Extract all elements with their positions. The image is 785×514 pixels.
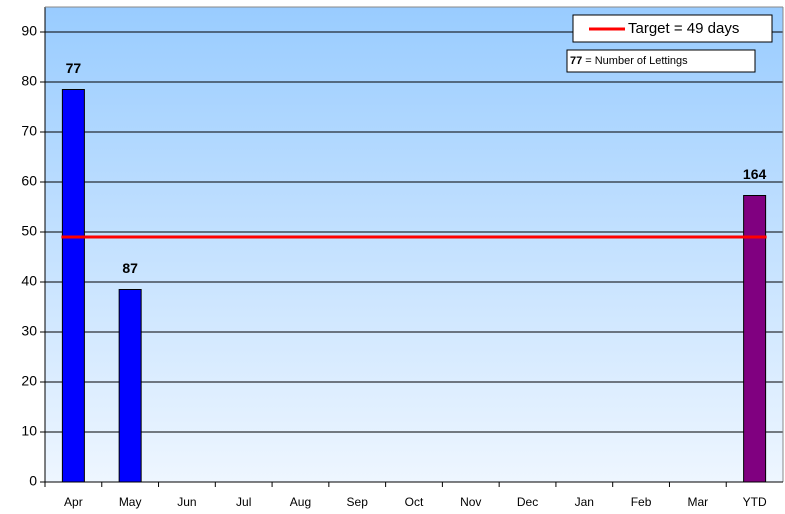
y-tick-label: 50 [21,223,37,239]
data-label: 164 [743,166,767,182]
bar [118,289,142,483]
y-tick-label: 90 [21,23,37,39]
legend-label: Target = 49 days [628,20,739,37]
x-tick-label: YTD [743,495,767,509]
note-box [566,49,756,73]
y-tick-label: 70 [21,123,37,139]
y-tick-label: 60 [21,173,37,189]
x-tick-label: Dec [517,495,538,509]
x-tick-label: Oct [405,495,424,509]
x-tick-label: Jul [236,495,251,509]
x-tick-label: Sep [347,495,369,509]
legend-box [572,14,773,43]
note-key: 77 [570,55,582,67]
y-tick-label: 80 [21,73,37,89]
x-tick-label: Jan [575,495,594,509]
y-tick-label: 0 [29,473,37,489]
note-text: = Number of Lettings [585,55,688,67]
x-tick-label: Feb [631,495,652,509]
y-tick-label: 20 [21,373,37,389]
x-tick-label: Apr [64,495,83,509]
plot-area [45,7,783,482]
data-label: 87 [122,260,138,276]
x-tick-label: May [119,495,142,509]
x-tick-label: Jun [177,495,196,509]
bar [61,89,85,483]
y-tick-label: 30 [21,323,37,339]
y-tick-label: 40 [21,273,37,289]
y-tick-label: 10 [21,423,37,439]
x-tick-label: Mar [688,495,709,509]
x-tick-label: Aug [290,495,311,509]
note: 77 = Number of Lettings [570,55,688,67]
data-label: 77 [66,60,82,76]
x-tick-label: Nov [460,495,481,509]
